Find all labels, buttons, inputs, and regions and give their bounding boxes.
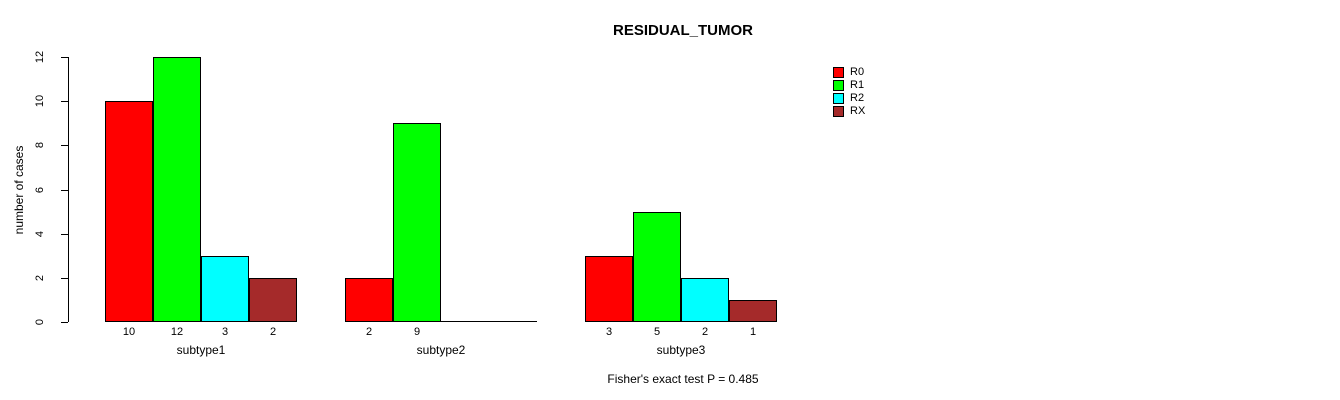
annotation-text: Fisher's exact test P = 0.485 <box>607 372 759 386</box>
bar-count-label: 3 <box>221 326 229 338</box>
legend-item-R1: R1 <box>833 79 865 92</box>
bar-subtype1-R2 <box>201 255 249 322</box>
bar-subtype2-R0 <box>345 277 393 322</box>
y-axis-tick-label: 8 <box>34 142 46 149</box>
y-axis-tick <box>61 57 68 58</box>
legend-label: R2 <box>850 92 865 104</box>
legend-swatch-icon <box>833 80 844 91</box>
chart-title: RESIDUAL_TUMOR <box>612 22 754 39</box>
x-axis-category-label: subtype1 <box>176 343 226 357</box>
y-axis-tick-label: 12 <box>34 50 46 64</box>
legend-swatch-icon <box>833 106 844 117</box>
y-axis-tick <box>61 322 68 323</box>
bar-count-label: 3 <box>605 326 613 338</box>
bar-count-label: 12 <box>170 326 184 338</box>
legend-swatch-icon <box>833 93 844 104</box>
bar-subtype3-R0 <box>585 255 633 322</box>
y-axis-tick <box>61 189 68 191</box>
bar-count-label: 1 <box>749 326 757 338</box>
y-axis-title: number of cases <box>12 145 26 235</box>
legend-item-RX: RX <box>833 105 865 118</box>
legend-item-R2: R2 <box>833 92 865 105</box>
bar-count-label: 5 <box>653 326 661 338</box>
bar-subtype3-R1 <box>633 211 681 322</box>
bar-count-label: 2 <box>701 326 709 338</box>
bar-subtype1-RX <box>249 277 297 322</box>
x-axis-category-label: subtype2 <box>416 343 466 357</box>
y-axis-tick-label: 2 <box>34 274 46 281</box>
y-axis-tick-label: 0 <box>34 318 46 326</box>
zero-bar-subtype2-R2 <box>441 321 489 322</box>
y-axis-tick <box>61 145 68 147</box>
y-axis-tick-label: 10 <box>34 95 46 108</box>
y-axis-tick-label: 6 <box>34 186 46 193</box>
bar-subtype2-R1 <box>393 123 441 322</box>
x-axis-category-label: subtype3 <box>656 343 706 357</box>
bar-count-label: 9 <box>413 326 421 338</box>
y-axis-tick <box>61 233 68 235</box>
bar-count-label: 2 <box>365 326 373 338</box>
bar-subtype3-RX <box>729 299 777 322</box>
bar-count-label: 10 <box>122 326 136 338</box>
y-axis-tick-label: 4 <box>34 230 46 237</box>
y-axis-tick <box>61 277 68 279</box>
y-axis-line <box>68 57 69 322</box>
bar-subtype1-R1 <box>153 57 201 322</box>
legend-item-R0: R0 <box>833 66 865 79</box>
bar-subtype3-R2 <box>681 277 729 322</box>
legend-label: R0 <box>850 66 865 78</box>
legend-label: R1 <box>850 79 865 91</box>
y-axis-tick <box>61 101 68 103</box>
zero-bar-subtype2-RX <box>489 321 537 322</box>
legend-label: RX <box>850 105 866 117</box>
bar-subtype1-R0 <box>105 101 153 322</box>
legend: R0 R1 R2 RX <box>833 66 865 118</box>
legend-swatch-icon <box>833 67 844 78</box>
bar-count-label: 2 <box>269 326 277 338</box>
